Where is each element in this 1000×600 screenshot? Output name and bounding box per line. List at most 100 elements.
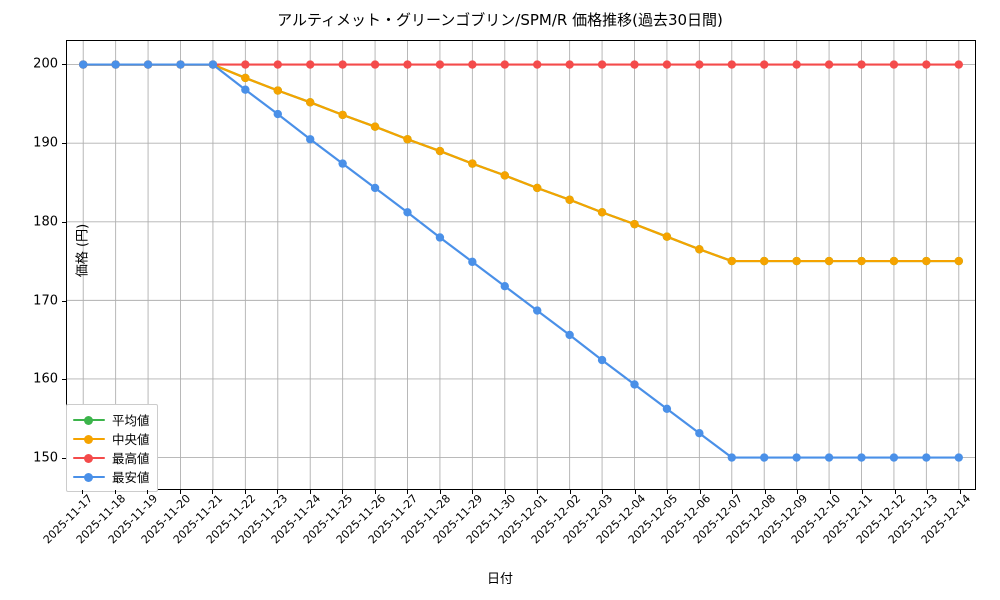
y-axis-tick [62, 300, 66, 302]
data-point-marker [500, 282, 509, 291]
data-point-marker [208, 60, 218, 69]
data-point-marker [954, 256, 963, 266]
data-point-marker [630, 380, 639, 389]
data-point-marker [435, 146, 445, 156]
data-point-marker [889, 453, 899, 462]
data-point-marker [760, 60, 769, 69]
y-axis-tick-label: 190 [33, 135, 58, 151]
data-point-marker [792, 60, 801, 69]
data-point-marker [241, 60, 250, 69]
legend-item[interactable]: 最高値 [73, 448, 150, 467]
data-point-marker [630, 60, 639, 69]
x-axis-tick-labels: 2025-11-17 2025-11-18 2025-11-19 2025-11-20… [41, 492, 976, 562]
plot-area: 価格 (円) [66, 40, 976, 490]
data-point-marker [370, 122, 380, 131]
data-point-marker [306, 98, 315, 107]
x-axis-tick [439, 490, 441, 494]
x-axis-tick [634, 490, 636, 494]
data-point-marker [338, 159, 347, 168]
legend-swatch-icon [73, 414, 105, 426]
series-line [82, 63, 960, 263]
data-point-marker [954, 453, 963, 462]
x-axis-tick [764, 490, 766, 494]
y-axis-tick-labels: 150 160 170 180 190 200 [20, 40, 58, 490]
x-axis-tick [602, 490, 604, 494]
x-axis-tick [82, 490, 84, 494]
data-point-marker [533, 306, 542, 315]
legend-item[interactable]: 平均値 [73, 410, 150, 429]
x-axis-tick [699, 490, 701, 494]
data-point-marker [857, 60, 866, 69]
x-axis-tick [894, 490, 896, 494]
y-axis-tick [62, 379, 66, 381]
data-point-marker [630, 219, 639, 229]
legend-label: 中央値 [112, 432, 150, 447]
x-axis-tick [797, 490, 799, 494]
data-point-marker [111, 60, 120, 69]
data-point-marker [662, 232, 672, 241]
data-point-marker [662, 60, 672, 69]
data-point-marker [338, 60, 347, 69]
y-axis-tick [62, 458, 66, 460]
data-point-marker [727, 256, 736, 266]
x-axis-tick [342, 490, 344, 494]
data-point-marker [760, 453, 769, 462]
data-point-marker [922, 60, 931, 69]
x-axis-tick [732, 490, 734, 494]
legend-label: 平均値 [112, 413, 150, 428]
x-axis-tick [829, 490, 831, 494]
data-point-marker [695, 429, 704, 438]
x-axis-tick [862, 490, 864, 494]
data-point-marker [695, 60, 704, 69]
data-point-marker [176, 60, 185, 69]
chart-title: アルティメット・グリーンゴブリン/SPM/R 価格推移(過去30日間) [277, 11, 723, 29]
data-point-marker [468, 257, 477, 267]
data-point-marker [727, 60, 736, 69]
x-axis-tick [374, 490, 376, 494]
data-point-marker [792, 453, 801, 462]
data-point-marker [500, 60, 509, 69]
x-axis-tick [504, 490, 506, 494]
legend-swatch-icon [73, 471, 105, 483]
data-point-marker [403, 135, 412, 144]
chart-legend: 平均値中央値最高値 最安値 [66, 404, 158, 492]
data-point-marker [500, 171, 509, 180]
y-axis-tick-label: 170 [33, 293, 58, 309]
x-axis-tick [114, 490, 116, 494]
x-axis-label: 日付 [486, 572, 513, 587]
data-point-marker [857, 453, 866, 462]
data-point-marker [468, 60, 477, 69]
y-axis-tick-label: 150 [33, 450, 58, 466]
x-axis-tick [959, 490, 961, 494]
data-point-marker [695, 245, 704, 254]
series-line [82, 63, 960, 263]
y-axis-tick [62, 142, 66, 144]
legend-swatch-icon [73, 433, 105, 445]
x-axis-tick [407, 490, 409, 494]
data-point-marker [370, 60, 380, 69]
data-point-marker [533, 60, 542, 69]
series-line [82, 63, 960, 459]
legend-label: 最高値 [112, 451, 150, 466]
data-point-marker [597, 60, 607, 69]
data-point-marker [922, 453, 931, 462]
x-axis-tick [309, 490, 311, 494]
legend-item[interactable]: 中央値 [73, 429, 150, 448]
data-point-marker [727, 453, 736, 462]
legend-item[interactable]: 最安値 [73, 467, 150, 486]
x-axis-tick [147, 490, 149, 494]
data-point-marker [241, 73, 250, 83]
data-point-marker [922, 256, 931, 266]
legend-swatch-icon [73, 452, 105, 464]
data-point-marker [597, 208, 607, 217]
data-point-marker [79, 60, 88, 69]
data-point-marker [565, 195, 574, 204]
data-point-marker [533, 183, 542, 193]
data-point-marker [435, 60, 445, 69]
x-axis-tick [569, 490, 571, 494]
data-point-marker [662, 404, 672, 414]
data-point-marker [889, 256, 899, 266]
data-point-marker [273, 86, 282, 95]
x-axis-tick [212, 490, 214, 494]
